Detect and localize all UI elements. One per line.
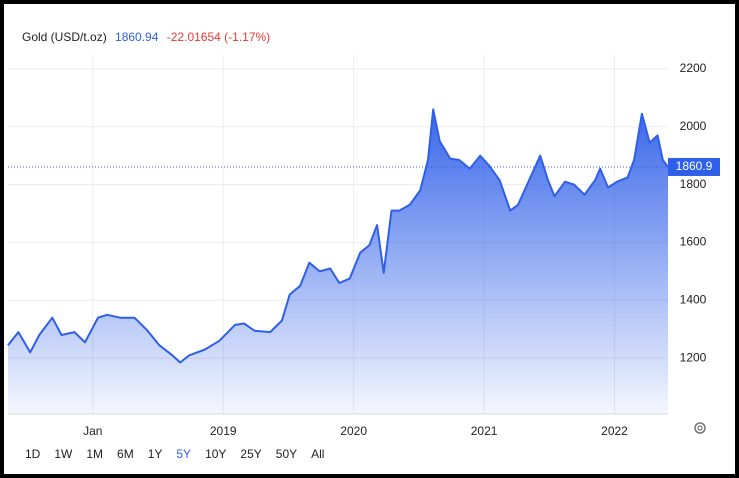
- area: [8, 109, 668, 415]
- gear[interactable]: [694, 422, 706, 434]
- last-value-label: 1860.9: [676, 159, 713, 173]
- y-tick-label: 1400: [680, 292, 707, 306]
- range-buttons: 1D 1W 1M 6M 1Y 5Y 10Y 25Y 50Y All: [25, 447, 324, 461]
- y-tick-label: 1800: [680, 177, 707, 191]
- range-button[interactable]: All: [311, 447, 324, 461]
- range-button[interactable]: 50Y: [276, 447, 297, 461]
- settings-icon[interactable]: [694, 422, 706, 434]
- y-tick-label: 2200: [680, 61, 707, 75]
- y-tick-label: 2000: [680, 119, 707, 133]
- header: Gold (USD/t.oz) 1860.94 -22.01654 (-1.17…: [22, 30, 270, 44]
- chart-title: Gold (USD/t.oz): [22, 30, 107, 44]
- range-button[interactable]: 5Y: [176, 447, 191, 461]
- price: 1860.94: [115, 30, 159, 44]
- last-value-box: [668, 157, 720, 176]
- y-tick-label: 1200: [680, 350, 707, 364]
- x-tick-label: 2022: [601, 424, 628, 438]
- x-tick-label: 2021: [471, 424, 498, 438]
- gear-hub[interactable]: [697, 425, 703, 431]
- range-button[interactable]: 1M: [86, 447, 103, 461]
- range-button[interactable]: 25Y: [240, 447, 261, 461]
- x-tick-label: 2020: [340, 424, 367, 438]
- range-button[interactable]: 1W: [54, 447, 73, 461]
- x-tick-label: 2019: [210, 424, 237, 438]
- range-button[interactable]: 1Y: [148, 447, 163, 461]
- range-button[interactable]: 1D: [25, 447, 41, 461]
- change: -22.01654 (-1.17%): [167, 30, 270, 44]
- range-button[interactable]: 6M: [117, 447, 134, 461]
- line: [7, 108, 669, 364]
- y-tick-label: 1600: [680, 235, 707, 249]
- range-button[interactable]: 10Y: [205, 447, 226, 461]
- x-tick-label: Jan: [83, 424, 102, 438]
- plot: 1200 1400 1600 1800 2000 2200 Jan 2019 2020 2021 2…: [7, 55, 720, 438]
